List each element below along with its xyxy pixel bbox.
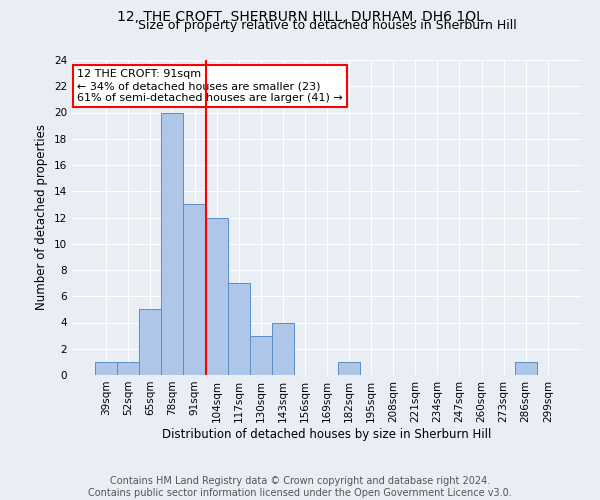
Text: 12, THE CROFT, SHERBURN HILL, DURHAM, DH6 1QL: 12, THE CROFT, SHERBURN HILL, DURHAM, DH…	[116, 10, 484, 24]
Bar	[161, 112, 184, 375]
Bar	[184, 204, 206, 375]
Bar	[206, 218, 227, 375]
Title: Size of property relative to detached houses in Sherburn Hill: Size of property relative to detached ho…	[137, 20, 517, 32]
Y-axis label: Number of detached properties: Number of detached properties	[35, 124, 49, 310]
X-axis label: Distribution of detached houses by size in Sherburn Hill: Distribution of detached houses by size …	[163, 428, 491, 440]
Bar	[272, 322, 294, 375]
Bar	[117, 362, 139, 375]
Bar	[139, 310, 161, 375]
Bar	[338, 362, 360, 375]
Bar	[515, 362, 537, 375]
Text: 12 THE CROFT: 91sqm
← 34% of detached houses are smaller (23)
61% of semi-detach: 12 THE CROFT: 91sqm ← 34% of detached ho…	[77, 70, 343, 102]
Bar	[250, 336, 272, 375]
Text: Contains HM Land Registry data © Crown copyright and database right 2024.
Contai: Contains HM Land Registry data © Crown c…	[88, 476, 512, 498]
Bar	[227, 283, 250, 375]
Bar	[95, 362, 117, 375]
